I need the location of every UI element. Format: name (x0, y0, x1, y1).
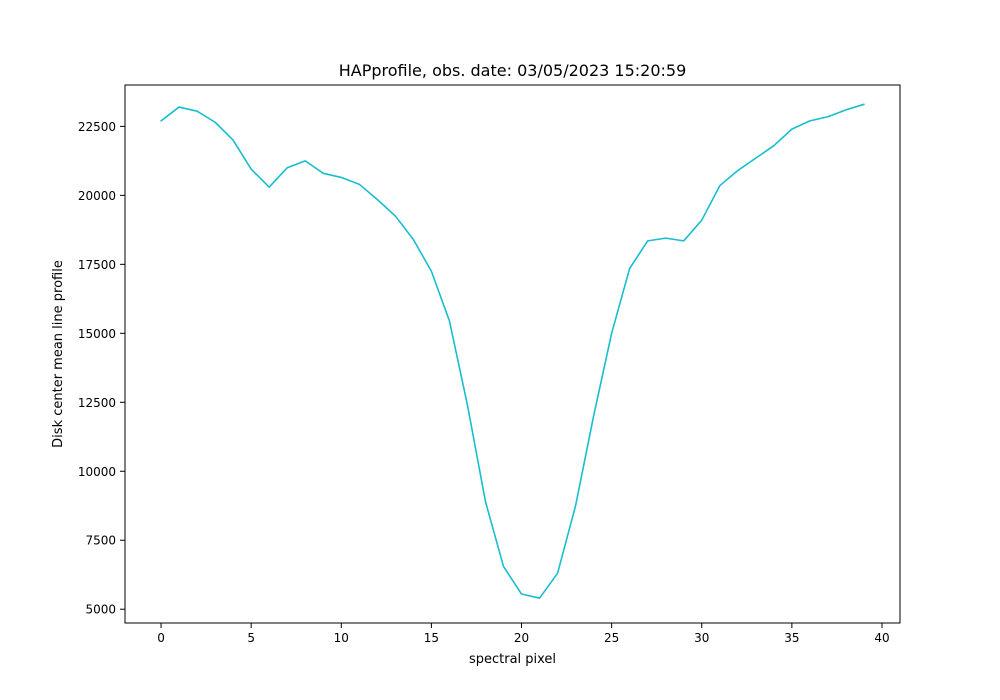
y-tick-label: 17500 (78, 258, 116, 272)
x-tick-label: 0 (157, 631, 165, 645)
x-tick-label: 35 (784, 631, 799, 645)
x-tick-label: 25 (604, 631, 619, 645)
y-tick-label: 20000 (78, 189, 116, 203)
y-tick-label: 12500 (78, 396, 116, 410)
y-tick-label: 10000 (78, 465, 116, 479)
x-tick-label: 15 (424, 631, 439, 645)
y-tick-label: 7500 (85, 534, 116, 548)
y-tick-label: 15000 (78, 327, 116, 341)
x-tick-label: 5 (247, 631, 255, 645)
y-tick-label: 22500 (78, 120, 116, 134)
plot-area (125, 85, 900, 623)
y-axis-label: Disk center mean line profile (51, 260, 66, 448)
y-tick-label: 5000 (85, 603, 116, 617)
x-tick-label: 10 (334, 631, 349, 645)
series-line-0 (160, 103, 865, 599)
x-tick-label: 40 (874, 631, 889, 645)
chart-title: HAPprofile, obs. date: 03/05/2023 15:20:… (339, 61, 687, 80)
x-tick-label: 30 (694, 631, 709, 645)
axes-frame (124, 84, 901, 624)
x-tick-label: 20 (514, 631, 529, 645)
x-axis-label: spectral pixel (469, 652, 556, 667)
